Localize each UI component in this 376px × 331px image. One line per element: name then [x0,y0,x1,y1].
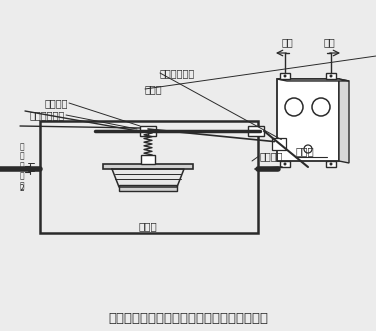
Bar [280,73,290,79]
Bar [248,126,264,136]
Circle shape [284,163,287,166]
Circle shape [329,74,332,77]
Bar [272,138,287,150]
Text: カールコード: カールコード [30,110,65,120]
Text: コネクタ: コネクタ [44,98,68,108]
Polygon shape [339,79,349,163]
Text: 2: 2 [20,183,24,193]
Text: 電源: 電源 [323,37,335,47]
Bar [326,73,336,79]
Bar [280,161,290,167]
Bar [40,121,258,233]
Text: 検知部: 検知部 [139,221,158,231]
Bar [119,185,177,191]
Circle shape [329,163,332,166]
Text: 電線管固定具: 電線管固定具 [160,68,195,78]
Bar [141,155,155,164]
Polygon shape [112,169,184,187]
Polygon shape [277,79,349,81]
Bar [326,161,336,167]
Text: 図６　比誘電率法による油膜計測器の構成例: 図６ 比誘電率法による油膜計測器の構成例 [108,312,268,325]
Bar [103,164,193,169]
Circle shape [284,74,287,77]
Bar [140,126,156,136]
Text: 警報: 警報 [281,37,293,47]
Text: 電線管: 電線管 [145,84,163,94]
Text: 排
液
用
配
管: 排 液 用 配 管 [20,142,24,190]
Text: 変換部: 変換部 [295,146,314,156]
Bar [277,79,339,161]
Text: ケーブル: ケーブル [260,151,284,161]
